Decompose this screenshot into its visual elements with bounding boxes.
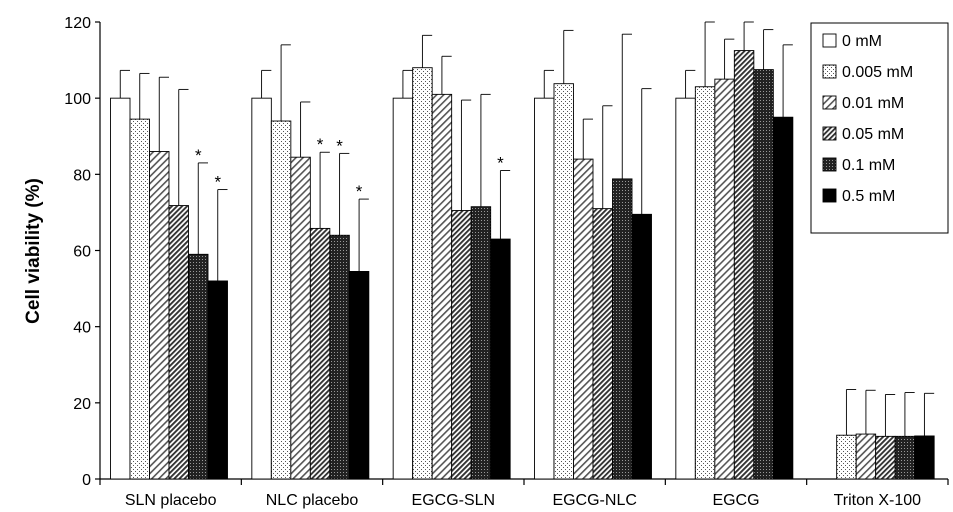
y-tick-label: 0	[82, 472, 91, 489]
legend-swatch	[822, 188, 837, 203]
legend-swatch	[822, 157, 837, 172]
legend-label: 0.005 mM	[842, 64, 913, 81]
bar	[914, 435, 935, 480]
legend-label: 0.1 mM	[842, 157, 895, 174]
error-bars	[119, 21, 935, 437]
y-axis-label: Cell viability (%)	[23, 178, 44, 324]
x-axis: SLN placebo NLC placebo EGCG-SLN EGCG-NLC EG…	[99, 478, 949, 509]
significance-star: *	[317, 135, 324, 154]
y-tick-label: 80	[73, 167, 91, 184]
y-tick-label: 120	[64, 15, 91, 32]
legend: 0 mM 0.005 mM 0.01 mM 0.05 mM 0.1 mM 0.5 mM	[810, 22, 949, 234]
bar	[573, 158, 594, 480]
x-tick-label: EGCG-SLN	[412, 492, 496, 509]
bar	[772, 116, 794, 480]
bar	[270, 120, 292, 480]
x-tick-label: Triton X-100	[834, 492, 922, 509]
bar	[309, 227, 331, 480]
bar	[694, 86, 716, 480]
bar	[290, 156, 311, 480]
legend-label: 0.5 mM	[842, 188, 895, 205]
bar	[753, 69, 774, 480]
bar	[329, 234, 350, 480]
bar	[110, 97, 131, 480]
bar	[392, 97, 414, 480]
y-axis: 0 20 40 60 80 100 120	[64, 15, 101, 489]
bar	[412, 67, 433, 480]
bar	[348, 270, 370, 480]
bar	[733, 50, 755, 480]
bar	[207, 280, 228, 480]
bar	[553, 83, 574, 480]
legend-swatch	[822, 126, 837, 141]
significance-markers: * * * * * *	[195, 135, 504, 201]
bar	[631, 213, 652, 480]
bar	[894, 435, 916, 480]
x-tick-label: NLC placebo	[266, 492, 359, 509]
bar	[129, 118, 150, 480]
bar	[714, 78, 735, 480]
significance-star: *	[356, 182, 363, 201]
bar	[431, 93, 453, 480]
bars	[110, 50, 935, 480]
bar	[836, 434, 857, 480]
bar	[251, 97, 272, 480]
legend-swatch	[822, 33, 837, 48]
bar	[612, 178, 633, 480]
legend-label: 0 mM	[842, 33, 882, 50]
legend-swatch	[822, 95, 837, 110]
bar	[149, 151, 170, 480]
bar	[675, 97, 696, 480]
bar	[470, 206, 492, 480]
bar	[168, 205, 189, 480]
bar	[188, 253, 209, 480]
legend-swatch	[822, 64, 837, 79]
significance-star: *	[336, 136, 343, 155]
bar	[855, 433, 877, 480]
significance-star: *	[195, 146, 202, 165]
x-tick-label: EGCG	[712, 492, 759, 509]
y-tick-label: 40	[73, 320, 91, 337]
bar	[875, 435, 896, 480]
x-tick-label: EGCG-NLC	[552, 492, 636, 509]
significance-star: *	[214, 173, 221, 192]
bar	[490, 238, 511, 480]
bar	[451, 210, 472, 480]
legend-label: 0.01 mM	[842, 95, 904, 112]
y-tick-label: 60	[73, 244, 91, 261]
x-tick-label: SLN placebo	[125, 492, 217, 509]
y-tick-label: 20	[73, 396, 91, 413]
bar	[534, 97, 555, 480]
significance-star: *	[497, 154, 504, 173]
bar	[592, 208, 613, 480]
y-tick-label: 100	[64, 91, 91, 108]
legend-label: 0.05 mM	[842, 126, 904, 143]
